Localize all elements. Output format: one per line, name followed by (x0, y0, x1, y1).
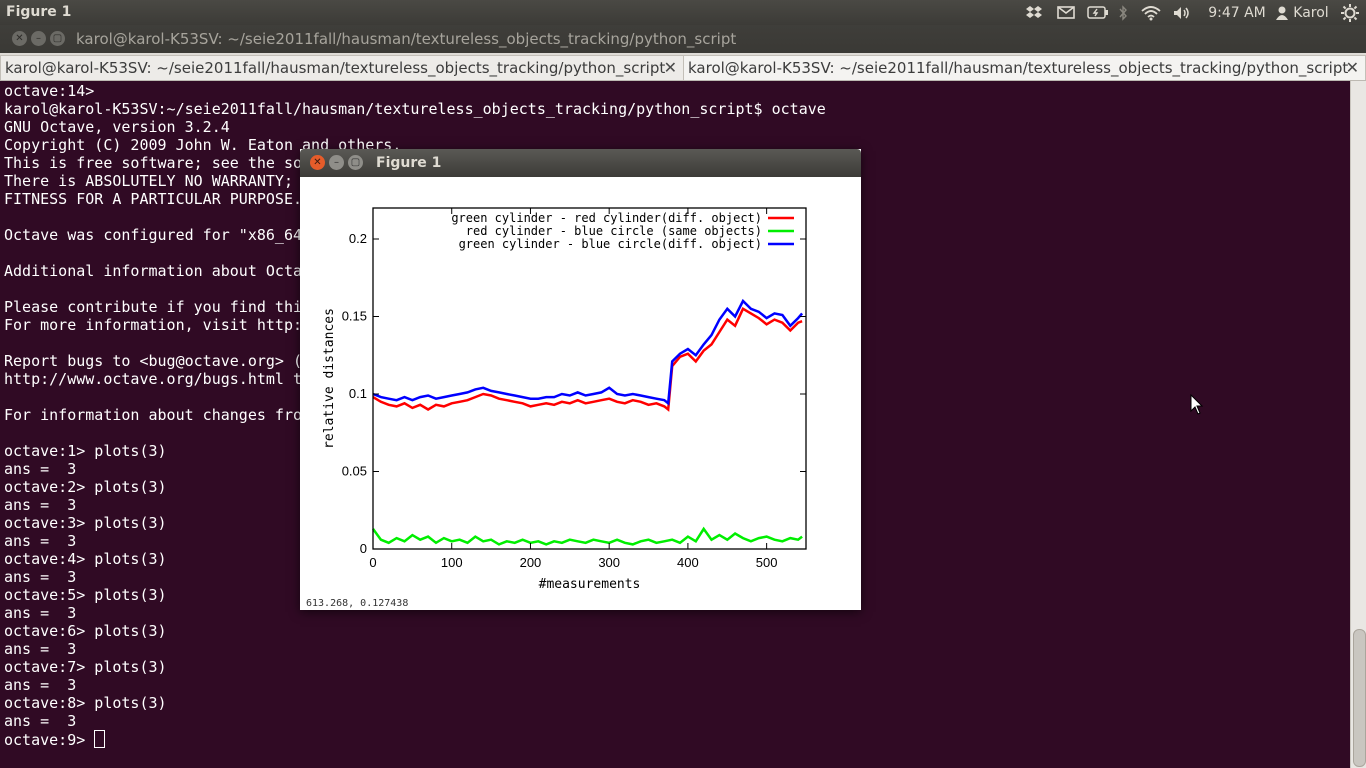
terminal-line: Report bugs to <bug@octave.org> ( (4, 352, 303, 370)
terminal-line: This is free software; see the so (4, 154, 303, 172)
dropbox-icon[interactable] (1024, 3, 1044, 22)
legend-label: red cylinder - blue circle (same objects… (466, 224, 762, 238)
terminal-line: ans = 3 (4, 640, 77, 658)
volume-icon[interactable] (1171, 3, 1193, 22)
terminal-line: octave:7> plots(3) (4, 658, 167, 676)
figure-window[interactable]: ✕ – ▢ Figure 1 0 100 200 300 400 500 0 0.05 0.1 0… (300, 149, 861, 610)
x-tick-label: 300 (598, 555, 620, 570)
terminal-line: octave:4> plots(3) (4, 550, 167, 568)
figure-canvas[interactable]: 0 100 200 300 400 500 0 0.05 0.1 0.15 0.2 #measurem… (300, 177, 861, 610)
y-tick-label: 0.15 (342, 309, 367, 324)
terminal-line: octave:5> plots(3) (4, 586, 167, 604)
battery-icon[interactable] (1087, 3, 1109, 22)
series-line-0 (372, 307, 803, 412)
mouse-pointer-icon (1190, 394, 1204, 415)
figure-maximize-button[interactable]: ▢ (348, 155, 363, 170)
x-tick-label: 400 (677, 555, 699, 570)
bluetooth-icon[interactable] (1117, 3, 1129, 22)
wifi-icon[interactable] (1140, 3, 1162, 22)
maximize-button[interactable]: ▢ (50, 31, 65, 46)
y-tick-label: 0.05 (342, 464, 367, 479)
active-app-title: Figure 1 (6, 4, 72, 20)
terminal-line: Please contribute if you find thi (4, 298, 303, 316)
terminal-line: ans = 3 (4, 568, 77, 586)
series-line-1 (371, 526, 803, 546)
terminal-line: Additional information about Octa (4, 262, 303, 280)
tab-label: karol@karol-K53SV: ~/seie2011fall/hausma… (688, 59, 1349, 77)
terminal-line: ans = 3 (4, 496, 77, 514)
plot-frame (372, 207, 807, 550)
gear-icon[interactable] (1340, 3, 1360, 22)
terminal-tab-1[interactable]: karol@karol-K53SV: ~/seie2011fall/hausma… (0, 55, 684, 80)
terminal-prompt: octave:9> (4, 731, 95, 749)
terminal-tab-2[interactable]: karol@karol-K53SV: ~/seie2011fall/hausma… (683, 55, 1366, 80)
y-tick-label: 0.1 (349, 386, 367, 401)
terminal-line: octave:14> (4, 82, 95, 100)
terminal-line: octave:8> plots(3) (4, 694, 167, 712)
terminal-prompt-line[interactable]: octave:9> (4, 730, 826, 749)
y-tick-label: 0.2 (349, 231, 367, 246)
window-title: karol@karol-K53SV: ~/seie2011fall/hausma… (76, 30, 737, 48)
terminal-line: ans = 3 (4, 676, 77, 694)
terminal-line: For information about changes fro (4, 406, 303, 424)
user-icon (1275, 3, 1289, 22)
close-button[interactable]: ✕ (12, 31, 27, 46)
terminal-line: octave:3> plots(3) (4, 514, 167, 532)
figure-title: Figure 1 (376, 155, 442, 171)
tab-close-icon[interactable]: ✕ (1345, 58, 1359, 77)
terminal-lines: octave:14> karol@karol-K53SV:~/seie2011fa… (4, 82, 826, 749)
figure-titlebar[interactable]: ✕ – ▢ Figure 1 (300, 149, 861, 177)
terminal-line: FITNESS FOR A PARTICULAR PURPOSE. (4, 190, 303, 208)
terminal-line: karol@karol-K53SV:~/seie2011fall/hausman… (4, 100, 826, 118)
y-axis-label: relative distances (322, 308, 337, 449)
terminal-line: ans = 3 (4, 712, 77, 730)
minimize-button[interactable]: – (31, 31, 46, 46)
legend-label: green cylinder - red cylinder(diff. obje… (451, 211, 762, 225)
line-chart[interactable]: 0 100 200 300 400 500 0 0.05 0.1 0.15 0.2 #measurem… (300, 177, 861, 597)
text-cursor (94, 730, 106, 748)
terminal-line: http://www.octave.org/bugs.html t (4, 370, 303, 388)
x-tick-label: 100 (441, 555, 463, 570)
x-axis-label: #measurements (539, 577, 641, 592)
tab-label: karol@karol-K53SV: ~/seie2011fall/hausma… (5, 59, 666, 77)
terminal-line: ans = 3 (4, 604, 77, 622)
terminal-line: ans = 3 (4, 460, 77, 478)
legend-label: green cylinder - blue circle(diff. objec… (459, 237, 762, 251)
tab-bar: karol@karol-K53SV: ~/seie2011fall/hausma… (0, 53, 1366, 81)
figure-minimize-button[interactable]: – (329, 155, 344, 170)
scrollbar-thumb[interactable] (1353, 629, 1366, 767)
terminal-titlebar: ✕ – ▢ karol@karol-K53SV: ~/seie2011fall/… (0, 25, 1366, 53)
user-menu[interactable]: Karol (1293, 4, 1329, 21)
terminal-line: octave:2> plots(3) (4, 478, 167, 496)
clock[interactable]: 9:47 AM (1208, 4, 1266, 21)
terminal-line: Octave was configured for "x86_64 (4, 226, 303, 244)
coordinate-readout: 613.268, 0.127438 (306, 598, 409, 609)
terminal-line: ans = 3 (4, 532, 77, 550)
x-tick-label: 200 (520, 555, 542, 570)
mail-icon[interactable] (1056, 3, 1076, 22)
top-panel: Figure 1 9:47 AM Karol (0, 0, 1366, 25)
terminal-line: For more information, visit http: (4, 316, 303, 334)
y-tick-label: 0 (360, 541, 367, 556)
tab-close-icon[interactable]: ✕ (663, 58, 677, 77)
x-tick-label: 500 (756, 555, 778, 570)
terminal-line: There is ABSOLUTELY NO WARRANTY; (4, 172, 303, 190)
terminal-line: octave:6> plots(3) (4, 622, 167, 640)
series-line-2 (372, 298, 804, 406)
terminal-line: GNU Octave, version 3.2.4 (4, 118, 230, 136)
terminal-scrollbar[interactable] (1350, 81, 1366, 768)
x-tick-label: 0 (369, 555, 376, 570)
terminal-line: octave:1> plots(3) (4, 442, 167, 460)
figure-close-button[interactable]: ✕ (310, 155, 325, 170)
